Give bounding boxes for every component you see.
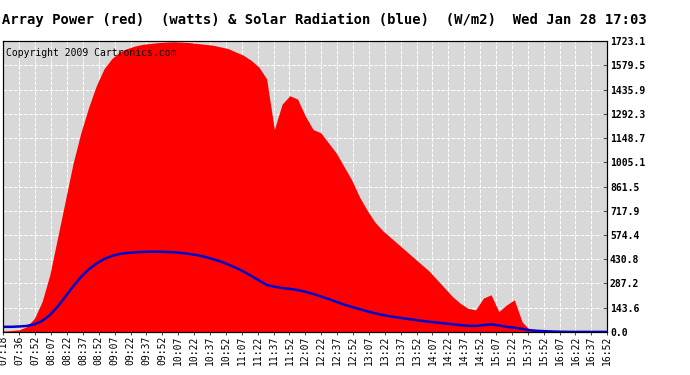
Text: Copyright 2009 Cartronics.com: Copyright 2009 Cartronics.com: [6, 48, 177, 58]
Text: East Array Power (red)  (watts) & Solar Radiation (blue)  (W/m2)  Wed Jan 28 17:: East Array Power (red) (watts) & Solar R…: [0, 13, 647, 27]
